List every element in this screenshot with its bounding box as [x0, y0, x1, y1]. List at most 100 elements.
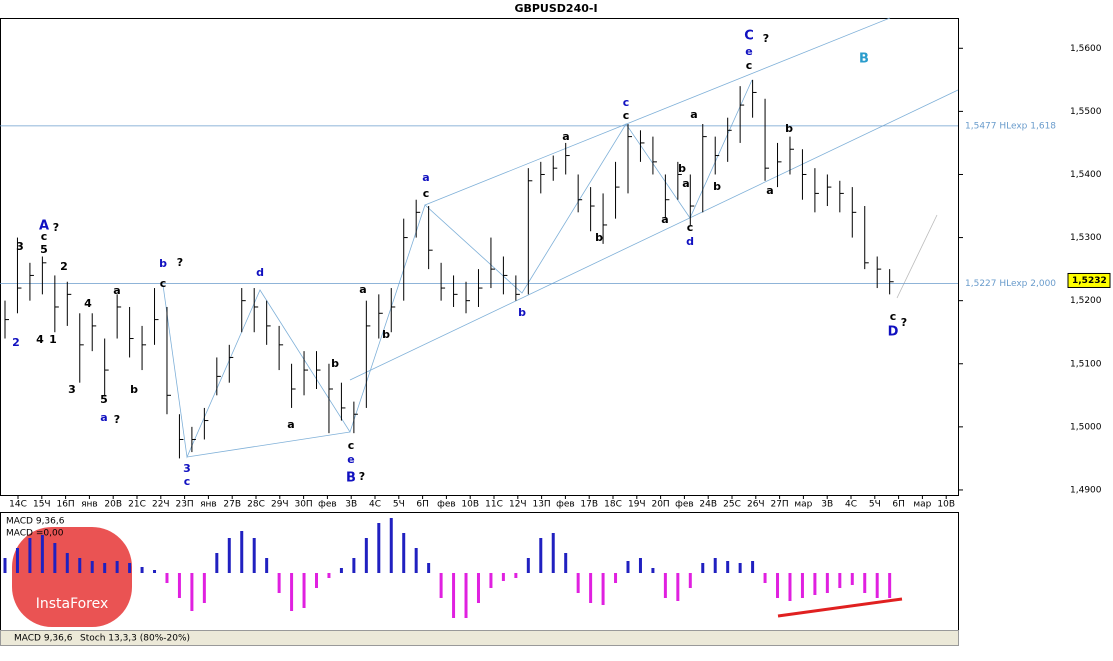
wave-label: 3	[68, 383, 76, 396]
wave-label: d	[686, 235, 694, 248]
wave-label: 5	[100, 393, 108, 406]
wave-label: c	[890, 310, 897, 323]
wave-label: D	[888, 325, 899, 340]
macd-bar	[40, 535, 44, 573]
x-tick-label: 4С	[845, 500, 857, 510]
wave-label: e	[745, 45, 752, 58]
x-tick-label: 10В	[937, 500, 955, 510]
wave-label: ?	[114, 413, 120, 426]
wave-label: a	[661, 213, 668, 226]
y-tick-label: 1,5600	[1070, 44, 1102, 54]
macd-bar	[526, 558, 530, 573]
x-tick-label: 10В	[461, 500, 479, 510]
x-tick-label: 6П	[892, 500, 905, 510]
wave-label: ?	[901, 316, 907, 329]
macd-bar	[551, 533, 555, 573]
x-tick-label: 22Ч	[152, 500, 170, 510]
wave-label: C	[744, 29, 754, 44]
wave-label: a	[100, 411, 107, 424]
macd-bar	[713, 558, 717, 573]
macd-bar	[825, 573, 829, 593]
channel-lower	[349, 89, 959, 381]
wave-label: b	[678, 162, 686, 175]
wave-label: b	[595, 231, 603, 244]
macd-bar	[838, 573, 842, 588]
x-tick-label: 26Ч	[747, 500, 765, 510]
macd-bar	[315, 573, 318, 588]
wave-label: 5	[40, 243, 48, 256]
macd-bar	[240, 531, 244, 573]
wave-label: c	[746, 59, 753, 72]
wave-label: c	[160, 277, 167, 290]
y-tick-label: 1,5100	[1070, 359, 1102, 369]
macd-bar	[78, 558, 82, 573]
macd-bar	[339, 568, 343, 573]
wave-label: 3	[183, 462, 191, 475]
x-tick-label: 19Ч	[628, 500, 646, 510]
tab-bar	[0, 630, 959, 646]
channel-upper	[424, 17, 891, 206]
x-tick-label: 5Ч	[869, 500, 881, 510]
wave-label: b	[382, 328, 390, 341]
wave-label: 4	[36, 333, 44, 346]
macd-bar	[863, 573, 867, 593]
x-tick-label: 12Ч	[509, 500, 527, 510]
macd-bar	[277, 573, 281, 593]
wave-label: a	[113, 284, 120, 297]
wave-label: b	[159, 257, 167, 270]
wave-label: a	[287, 418, 294, 431]
macd-bar	[850, 573, 854, 585]
x-tick-label: 30П	[294, 500, 312, 510]
macd-bar	[3, 558, 7, 573]
wave-label: a	[422, 171, 429, 184]
macd-bar	[177, 573, 181, 598]
macd-bar	[327, 573, 331, 578]
macd-bar	[128, 563, 132, 573]
y-tick-label: 1,5500	[1070, 107, 1102, 117]
macd-bar	[776, 573, 780, 598]
macd-bar	[676, 573, 680, 601]
macd-bar	[352, 558, 356, 573]
macd-bar	[153, 570, 157, 573]
x-tick-label: 4С	[369, 500, 381, 510]
macd-bar	[476, 573, 480, 603]
macd-bar	[888, 573, 892, 598]
wave-label: c	[687, 221, 694, 234]
macd-bar	[489, 573, 493, 588]
x-tick-label: 11С	[485, 500, 503, 510]
macd-bar	[738, 563, 742, 573]
tab: Stoch 13,3,3 (80%-20%)	[80, 634, 190, 644]
wave-label: a	[766, 184, 773, 197]
wave-label: b	[518, 306, 526, 319]
macd-bar	[103, 563, 107, 573]
wave-label: A	[39, 219, 49, 234]
wave-label: ?	[763, 32, 769, 45]
x-tick-label: 3В	[821, 500, 833, 510]
wave-label: b	[331, 357, 339, 370]
macd-bar	[452, 573, 456, 618]
y-tick-label: 1,4900	[1070, 485, 1102, 495]
macd-bar	[115, 561, 119, 573]
macd-bar	[190, 573, 194, 611]
wave-label: a	[359, 283, 366, 296]
wave-label: b	[785, 122, 793, 135]
macd-bar	[252, 538, 256, 573]
macd-bar	[464, 573, 468, 618]
wave-label: 2	[60, 260, 68, 273]
x-tick-label: 20П	[651, 500, 669, 510]
x-tick-label: 27П	[770, 500, 788, 510]
x-tick-label: фев	[437, 500, 456, 510]
wave-label: ?	[177, 256, 183, 269]
macd-bar	[439, 573, 443, 598]
macd-bar	[377, 523, 381, 573]
macd-bar	[302, 573, 306, 608]
wave-label: B	[346, 471, 356, 486]
x-tick-label: 5Ч	[393, 500, 405, 510]
wave-label: d	[256, 266, 264, 279]
macd-bar	[514, 573, 518, 578]
macd-bar	[688, 573, 692, 588]
x-tick-label: 6П	[416, 500, 429, 510]
macd-bar	[589, 573, 593, 603]
